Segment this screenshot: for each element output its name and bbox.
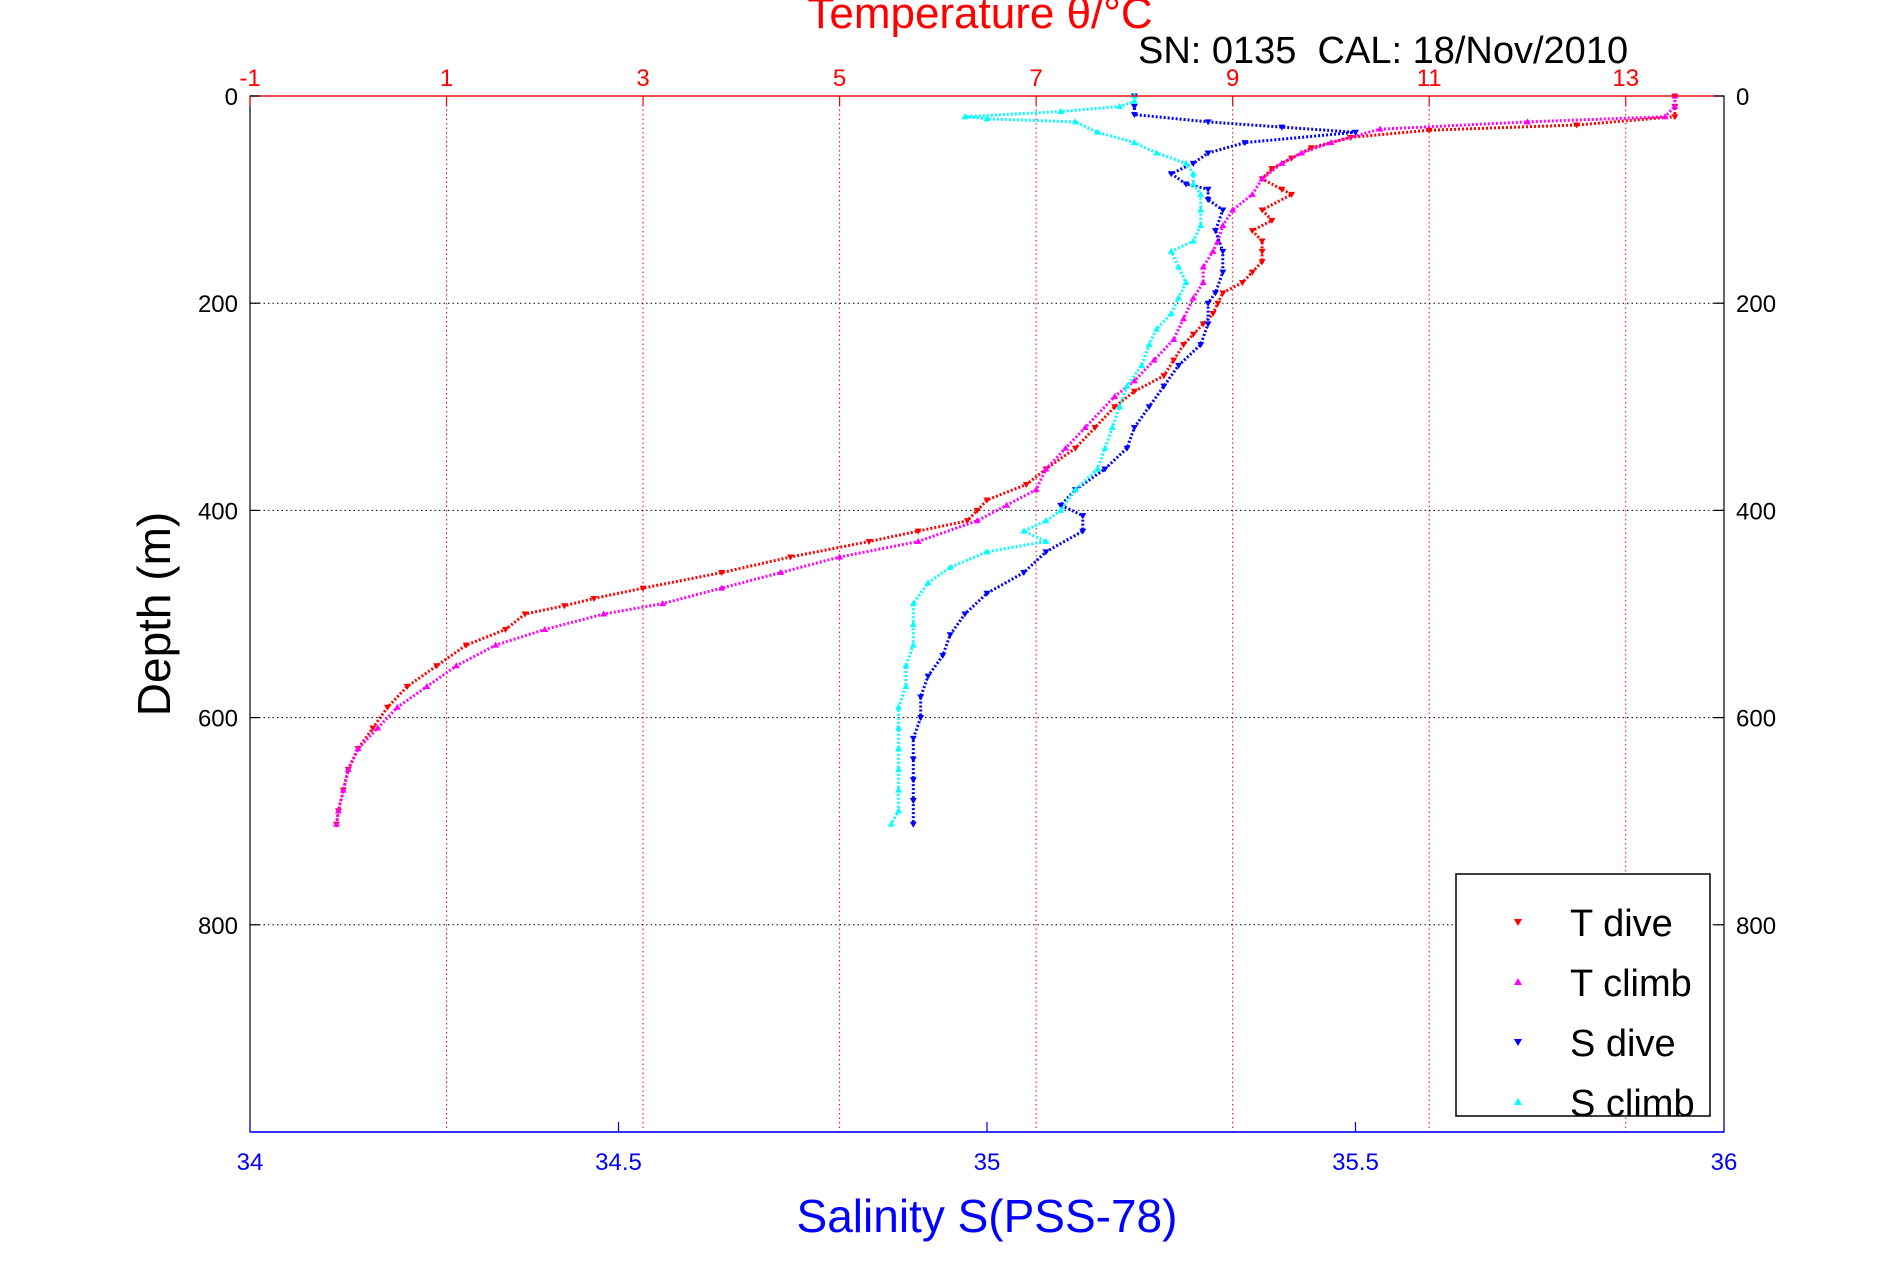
left-tick-label: 600 [198,706,238,733]
data-point [1248,269,1256,276]
data-point [909,620,917,627]
data-point [1042,549,1050,556]
data-point [1204,150,1212,157]
legend-label: S climb [1570,1083,1695,1125]
data-point [1057,506,1065,513]
bottom-tick-label: 34 [237,1149,264,1176]
data-point [895,745,903,752]
legend-label: S dive [1570,1023,1676,1065]
legend-marker [1514,978,1522,985]
data-point [1094,465,1102,472]
legend: T dive T climb S dive S climb [1455,873,1711,1125]
bottom-tick-label: 34.5 [595,1149,642,1176]
data-point [1189,331,1197,338]
data-point [895,786,903,793]
series-trace [911,96,1356,825]
left-tick-label: 200 [198,291,238,318]
data-point [895,765,903,772]
data-point [1130,425,1138,432]
series-trace [889,96,1203,826]
legend-marker [1514,1039,1522,1046]
bottom-tick-label: 35.5 [1332,1149,1379,1176]
top-tick-label: -1 [239,65,260,92]
top-tick-label: 13 [1612,65,1639,92]
data-point [1204,197,1212,204]
top-tick-label: 1 [440,65,453,92]
data-point [1199,263,1207,270]
left-tick-label: 0 [225,84,238,111]
chart-title: Temperature θ/°C [807,0,1152,38]
series-s-climb [887,92,1205,827]
data-point [909,756,917,763]
data-point [1130,377,1138,384]
data-point [1032,486,1040,493]
bottom-tick-label: 36 [1711,1149,1738,1176]
legend-items: T dive T climb S dive S climb [1514,903,1695,1125]
legend-label: T dive [1570,903,1673,945]
left-tick-label: 400 [198,498,238,525]
data-point [1130,103,1138,110]
data-point [1197,206,1205,213]
data-point [909,821,917,828]
data-point [909,600,917,607]
data-point [1258,259,1266,266]
top-tick-label: 11 [1417,65,1442,92]
legend-box [1455,873,1711,1117]
series-s-dive [909,93,1359,828]
data-point [1219,269,1227,276]
data-point [339,786,347,793]
plot-marks [332,92,1679,828]
right-tick-label: 400 [1736,498,1776,525]
data-point [1079,528,1087,535]
left-tick-label: 800 [198,913,238,940]
right-tick-label: 0 [1736,84,1749,111]
legend-marker [1514,1098,1522,1105]
y-axis-title: Depth (m) [128,512,180,716]
data-point [334,807,342,814]
right-tick-label: 200 [1736,291,1776,318]
legend-marker [1514,919,1522,926]
top-tick-label: 7 [1029,65,1042,92]
right-tick-label: 800 [1736,913,1776,940]
top-tick-label: 3 [636,65,649,92]
series-trace [335,96,1677,825]
calibration-annotation: SN: 0135 CAL: 18/Nov/2010 [1138,30,1628,72]
top-tick-label: 5 [833,65,846,92]
data-point [973,507,981,514]
data-point [1297,149,1305,156]
series-t-climb [332,92,1679,827]
legend-label: T climb [1570,963,1692,1005]
top-tick-label: 9 [1226,65,1239,92]
series-trace [335,96,1677,825]
right-tick-label: 600 [1736,706,1776,733]
data-point [1081,424,1089,431]
x-axis-title: Salinity S(PSS-78) [797,1190,1178,1242]
bottom-tick-label: 35 [974,1149,1001,1176]
data-point [902,662,910,669]
